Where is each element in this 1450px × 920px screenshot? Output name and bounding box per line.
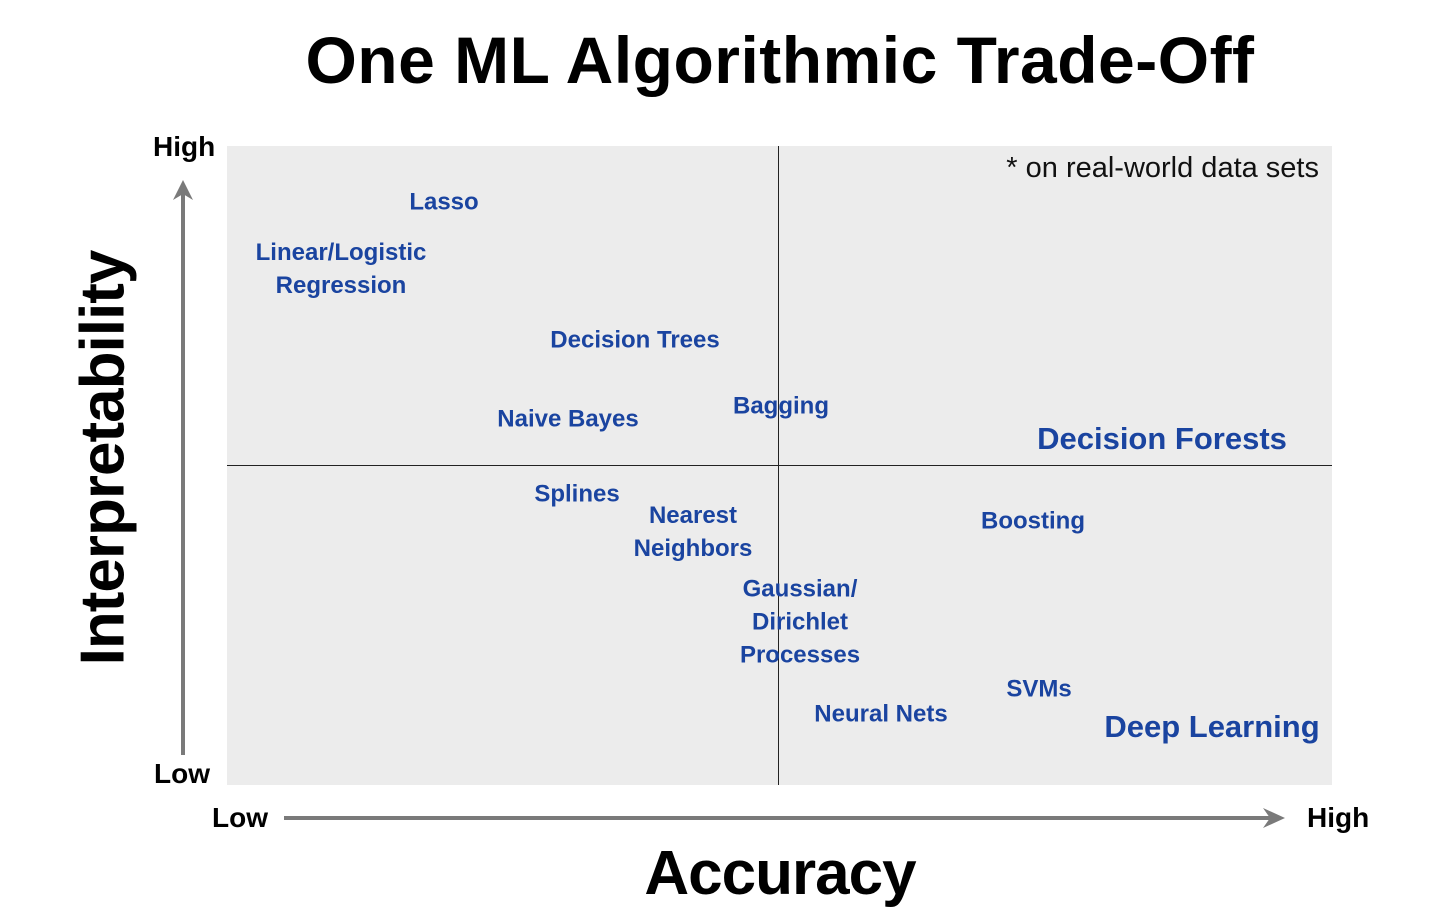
algorithm-label-line: Bagging (733, 392, 829, 420)
algorithm-label-decision-trees: Decision Trees (550, 324, 719, 357)
x-axis-arrow-icon (284, 808, 1285, 828)
algorithm-label-line: Dirichlet (751, 608, 849, 636)
algorithm-label-naive-bayes: Naive Bayes (497, 403, 638, 436)
algorithm-label-line: Gaussian/ (742, 575, 858, 603)
algorithm-label-gaussian-dirichlet-processes: Gaussian/Dirichlet Processes (740, 573, 860, 672)
y-axis-arrow-icon (173, 180, 193, 755)
algorithm-label-line: Processes (739, 641, 861, 669)
x-axis-title: Accuracy (644, 839, 916, 908)
algorithm-label-svms: SVMs (1006, 673, 1071, 706)
algorithm-label-boosting: Boosting (981, 505, 1085, 538)
algorithm-label-decision-forests: Decision Forests (1037, 420, 1287, 458)
horizontal-divider (227, 465, 1332, 466)
algorithm-label-line: Boosting (981, 507, 1085, 535)
algorithm-label-linear-logistic-regression: Linear/Logistic Regression (256, 236, 427, 302)
algorithm-label-line: Naive Bayes (497, 405, 639, 433)
algorithm-label-line: Nearest (648, 502, 738, 529)
algorithm-label-line: Lasso (409, 188, 479, 216)
algorithm-label-line: Decision Trees (550, 326, 720, 354)
algorithm-label-line: Deep Learning (1104, 709, 1320, 744)
algorithm-label-lasso: Lasso (409, 186, 478, 219)
x-axis-low-label: Low (212, 802, 268, 833)
algorithm-label-line: Splines (534, 480, 620, 508)
footnote: * on real-world data sets (1006, 152, 1319, 184)
algorithm-label-line: Linear/Logistic (255, 239, 427, 266)
algorithm-label-bagging: Bagging (733, 390, 829, 423)
algorithm-label-splines: Splines (534, 478, 619, 511)
x-axis-high-label: High (1307, 802, 1370, 833)
algorithm-label-line: SVMs (1006, 675, 1072, 703)
algorithm-label-neural-nets: Neural Nets (814, 698, 947, 731)
algorithm-label-deep-learning: Deep Learning (1104, 708, 1319, 746)
y-axis-high-label: High (153, 131, 216, 162)
algorithm-label-line: Decision Forests (1037, 421, 1287, 456)
page-title: One ML Algorithmic Trade-Off (305, 23, 1255, 97)
algorithm-label-nearest-neighbors: Nearest Neighbors (634, 499, 753, 565)
y-axis-title: Interpretability (68, 250, 138, 666)
algorithm-label-line: Neighbors (633, 535, 753, 562)
algorithm-label-line: Neural Nets (814, 700, 948, 728)
y-axis-low-label: Low (154, 758, 210, 789)
algorithm-label-line: Regression (275, 272, 407, 299)
